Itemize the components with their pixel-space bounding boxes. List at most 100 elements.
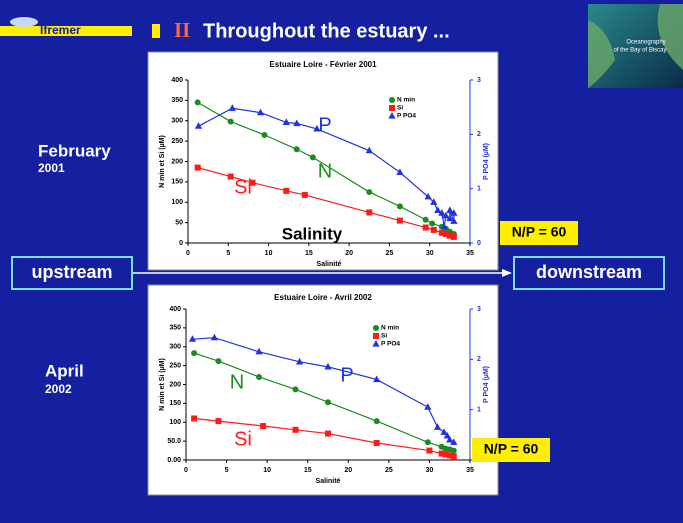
point (256, 374, 262, 380)
x-tick-label: 30 (426, 467, 434, 474)
title: Throughout the estuary ... (203, 20, 450, 42)
y-tick-label: 0.00 (167, 457, 181, 464)
y-tick-label: 350 (169, 325, 181, 332)
point (260, 423, 266, 429)
y-tick-label: 250 (169, 362, 181, 369)
point (191, 350, 197, 356)
y2-tick-label: 2 (477, 356, 481, 363)
logo: Ifremer (40, 23, 81, 37)
point (397, 203, 403, 209)
x-tick-label: 0 (184, 467, 188, 474)
point (195, 99, 201, 105)
point (215, 418, 221, 424)
point (283, 188, 289, 194)
y-tick-label: 50.0 (167, 438, 181, 445)
point (425, 439, 431, 445)
y-tick-label: 0 (179, 240, 183, 247)
x-tick-label: 35 (466, 250, 474, 257)
title-marker (152, 24, 160, 38)
point (310, 154, 316, 160)
x-tick-label: 20 (344, 467, 352, 474)
point (397, 218, 403, 224)
y2-axis-label: P PO4 (µM) (483, 143, 490, 180)
y-tick-label: 100 (171, 199, 183, 206)
y2-tick-label: 2 (477, 131, 481, 138)
point (426, 448, 432, 454)
annotation: P (318, 114, 331, 136)
point (423, 225, 429, 231)
y-tick-label: 300 (169, 344, 181, 351)
point (215, 358, 221, 364)
y-tick-label: 200 (169, 381, 181, 388)
annotation: Si (234, 176, 252, 198)
period-year: 2002 (45, 382, 72, 396)
y-tick-label: 250 (171, 138, 183, 145)
y-axis-label: N min et Si (µM) (159, 135, 166, 188)
chart-title: Estuaire Loire - Avril 2002 (274, 293, 372, 302)
x-tick-label: 35 (466, 467, 474, 474)
point (191, 415, 197, 421)
y-tick-label: 150 (171, 179, 183, 186)
point (374, 440, 380, 446)
upstream: upstream (31, 262, 112, 282)
ratio-label: N/P = 60 (512, 224, 567, 240)
annotation: N (318, 160, 332, 182)
y2-tick-label: 1 (477, 407, 481, 414)
x-axis-label: Salinité (317, 261, 342, 268)
annotation: P (340, 364, 353, 386)
title-number: II (174, 18, 190, 42)
legend-label: Si (381, 333, 387, 340)
y-tick-label: 200 (171, 158, 183, 165)
point (294, 146, 300, 152)
point (451, 234, 457, 240)
point (293, 386, 299, 392)
y2-tick-label: 3 (477, 77, 481, 84)
period-month: February (38, 141, 111, 160)
x-tick-label: 25 (386, 250, 394, 257)
point (389, 105, 395, 111)
y-tick-label: 300 (171, 118, 183, 125)
y2-axis-label: P PO4 (µM) (483, 366, 490, 403)
page: { "slide": { "logo": "Ifremer", "title_n… (0, 0, 683, 518)
x-tick-label: 20 (345, 250, 353, 257)
slide: Ifremer II Throughout the estuary ... Oc… (0, 0, 683, 518)
downstream: downstream (536, 262, 642, 282)
chart-title: Estuaire Loire - Février 2001 (269, 60, 377, 69)
logo-icon (10, 17, 38, 27)
y-tick-label: 400 (171, 77, 183, 84)
y2-tick-label: 0 (477, 240, 481, 247)
x-tick-label: 5 (225, 467, 229, 474)
x-tick-label: 0 (186, 250, 190, 257)
legend-label: P PO4 (397, 113, 416, 120)
point (325, 431, 331, 437)
annotation: N (230, 371, 244, 393)
x-tick-label: 10 (265, 250, 273, 257)
point (373, 325, 379, 331)
x-tick-label: 5 (226, 250, 230, 257)
map-text: of the Bay of Biscay (613, 48, 666, 54)
y-axis-label: N min et Si (µM) (159, 358, 166, 411)
x-tick-label: 15 (305, 250, 313, 257)
legend-label: N min (397, 97, 415, 104)
y-tick-label: 50 (175, 219, 183, 226)
point (366, 189, 372, 195)
point (302, 192, 308, 198)
x-axis-label: Salinité (316, 478, 341, 485)
point (373, 333, 379, 339)
y-tick-label: 150 (169, 400, 181, 407)
point (262, 132, 268, 138)
annotation: Salinity (282, 224, 343, 243)
x-tick-label: 30 (426, 250, 434, 257)
legend-label: P PO4 (381, 341, 400, 348)
ratio-label: N/P = 60 (484, 441, 539, 457)
x-tick-label: 25 (385, 467, 393, 474)
y-tick-label: 350 (171, 97, 183, 104)
x-tick-label: 10 (263, 467, 271, 474)
legend-label: Si (397, 105, 403, 112)
y-tick-label: 100 (169, 419, 181, 426)
chart-panel (148, 285, 498, 495)
y-tick-label: 400 (169, 306, 181, 313)
point (451, 453, 457, 459)
annotation: Si (234, 428, 252, 450)
y2-tick-label: 3 (477, 306, 481, 313)
